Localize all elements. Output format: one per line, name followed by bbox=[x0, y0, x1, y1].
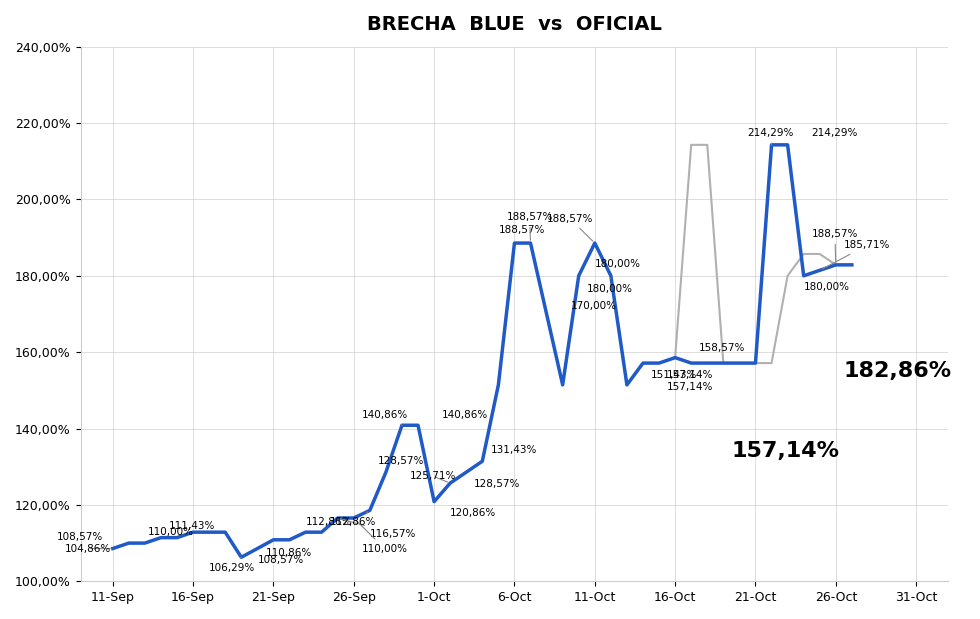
Title: BRECHA  BLUE  vs  OFICIAL: BRECHA BLUE vs OFICIAL bbox=[367, 15, 662, 34]
Text: 188,57%: 188,57% bbox=[811, 229, 858, 262]
Text: 182,86%: 182,86% bbox=[844, 361, 952, 381]
Text: 112,86%: 112,86% bbox=[329, 512, 376, 527]
Text: 151,43%: 151,43% bbox=[651, 370, 698, 380]
Text: 112,86%: 112,86% bbox=[306, 517, 352, 527]
Text: 140,86%: 140,86% bbox=[442, 410, 488, 420]
Text: 188,57%: 188,57% bbox=[547, 214, 593, 241]
Text: 128,57%: 128,57% bbox=[378, 456, 424, 466]
Text: 128,57%: 128,57% bbox=[474, 479, 520, 489]
Text: 110,86%: 110,86% bbox=[266, 548, 312, 558]
Text: 108,57%: 108,57% bbox=[57, 532, 103, 542]
Text: 131,43%: 131,43% bbox=[490, 444, 537, 454]
Text: 180,00%: 180,00% bbox=[595, 259, 641, 269]
Text: 180,00%: 180,00% bbox=[804, 282, 850, 292]
Text: 170,00%: 170,00% bbox=[570, 301, 616, 311]
Text: 140,86%: 140,86% bbox=[362, 410, 408, 425]
Text: 180,00%: 180,00% bbox=[587, 279, 633, 294]
Text: 157,14%: 157,14% bbox=[667, 370, 713, 380]
Text: 104,86%: 104,86% bbox=[65, 543, 111, 553]
Text: 188,57%: 188,57% bbox=[507, 212, 553, 240]
Text: 110,00%: 110,00% bbox=[356, 520, 408, 554]
Text: 111,43%: 111,43% bbox=[169, 521, 216, 531]
Text: 125,71%: 125,71% bbox=[410, 471, 457, 482]
Text: 108,57%: 108,57% bbox=[258, 555, 304, 565]
Text: 110,00%: 110,00% bbox=[148, 527, 194, 537]
Text: 214,29%: 214,29% bbox=[748, 128, 794, 145]
Text: 185,71%: 185,71% bbox=[822, 240, 890, 269]
Text: 116,57%: 116,57% bbox=[340, 519, 416, 539]
Text: 188,57%: 188,57% bbox=[499, 225, 545, 235]
Text: 120,86%: 120,86% bbox=[450, 508, 497, 517]
Text: 157,14%: 157,14% bbox=[731, 441, 840, 461]
Text: 214,29%: 214,29% bbox=[811, 128, 858, 137]
Text: 158,57%: 158,57% bbox=[700, 344, 746, 353]
Text: 106,29%: 106,29% bbox=[209, 557, 256, 573]
Text: 157,14%: 157,14% bbox=[667, 381, 713, 392]
